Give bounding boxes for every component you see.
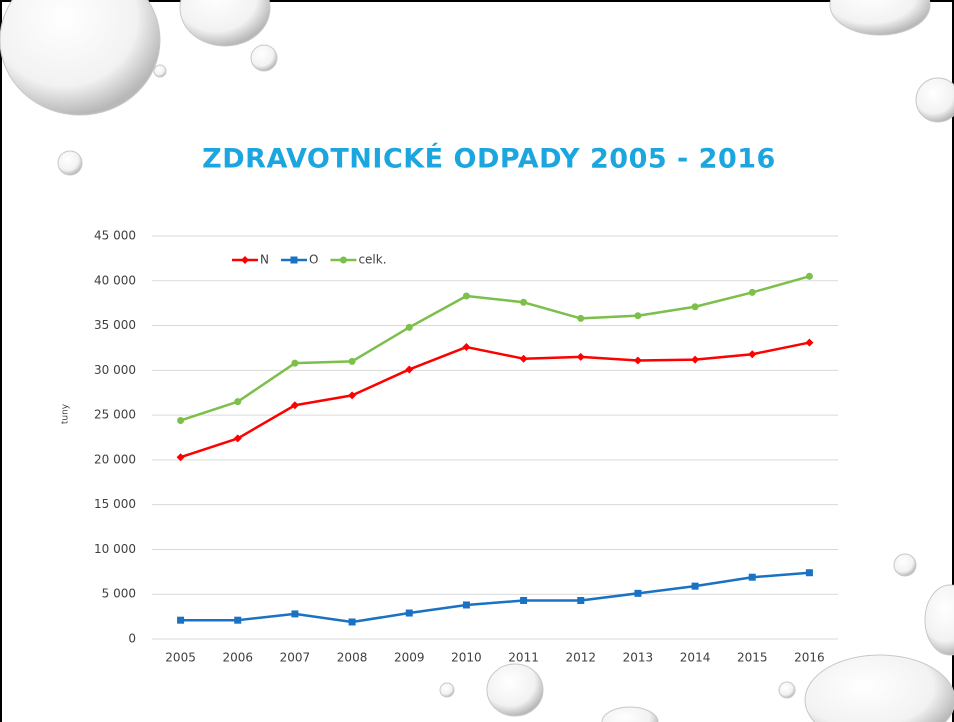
marker xyxy=(748,350,757,359)
x-tick-label: 2006 xyxy=(222,651,253,665)
marker xyxy=(348,391,357,400)
marker xyxy=(462,601,470,609)
marker xyxy=(805,338,814,347)
y-tick-label: 0 xyxy=(128,632,136,646)
series-line xyxy=(180,275,810,422)
marker xyxy=(748,573,756,581)
legend-label: O xyxy=(309,253,318,267)
legend-label: N xyxy=(260,253,269,267)
x-tick-label: 2005 xyxy=(165,651,196,665)
marker xyxy=(241,256,249,264)
marker xyxy=(177,416,185,424)
marker xyxy=(339,256,347,264)
marker xyxy=(234,616,242,624)
marker xyxy=(691,355,700,364)
x-tick-label: 2010 xyxy=(451,651,482,665)
x-tick-label: 2009 xyxy=(394,651,425,665)
marker xyxy=(234,398,242,406)
marker xyxy=(405,365,414,374)
y-tick-label: 45 000 xyxy=(94,229,136,243)
marker xyxy=(405,323,413,331)
marker xyxy=(348,357,356,365)
marker xyxy=(691,582,699,590)
y-tick-label: 5 000 xyxy=(102,587,136,601)
marker xyxy=(576,352,585,361)
marker xyxy=(520,596,528,604)
marker xyxy=(462,292,470,300)
marker xyxy=(691,303,699,311)
x-tick-label: 2008 xyxy=(337,651,368,665)
marker xyxy=(291,610,299,618)
marker xyxy=(633,356,642,365)
y-tick-label: 35 000 xyxy=(94,318,136,332)
marker xyxy=(634,589,642,597)
x-tick-label: 2007 xyxy=(280,651,311,665)
marker xyxy=(805,272,813,280)
x-tick-label: 2016 xyxy=(794,651,825,665)
x-tick-label: 2012 xyxy=(565,651,596,665)
chart-title: ZDRAVOTNICKÉ ODPADY 2005 - 2016 xyxy=(202,143,776,175)
marker xyxy=(348,618,356,626)
marker xyxy=(233,434,242,443)
marker xyxy=(805,569,813,577)
marker xyxy=(748,288,756,296)
x-tick-label: 2011 xyxy=(508,651,539,665)
marker xyxy=(290,256,298,264)
y-tick-label: 15 000 xyxy=(94,497,136,511)
marker xyxy=(177,616,185,624)
series-line xyxy=(180,341,810,459)
y-axis-label: tuny xyxy=(61,403,71,424)
marker xyxy=(634,312,642,320)
legend-label: celk. xyxy=(358,253,386,267)
x-tick-label: 2013 xyxy=(623,651,654,665)
marker xyxy=(577,596,585,604)
y-tick-label: 30 000 xyxy=(94,363,136,377)
y-tick-label: 25 000 xyxy=(94,408,136,422)
marker xyxy=(519,354,528,363)
y-tick-label: 20 000 xyxy=(94,452,136,466)
marker xyxy=(577,314,585,322)
marker xyxy=(176,453,185,462)
marker xyxy=(291,359,299,367)
marker xyxy=(405,609,413,617)
y-tick-label: 10 000 xyxy=(94,542,136,556)
marker xyxy=(462,343,471,352)
marker xyxy=(290,401,299,410)
x-tick-label: 2015 xyxy=(737,651,768,665)
y-tick-label: 40 000 xyxy=(94,273,136,287)
marker xyxy=(520,298,528,306)
x-tick-label: 2014 xyxy=(680,651,711,665)
series-line xyxy=(180,571,810,624)
